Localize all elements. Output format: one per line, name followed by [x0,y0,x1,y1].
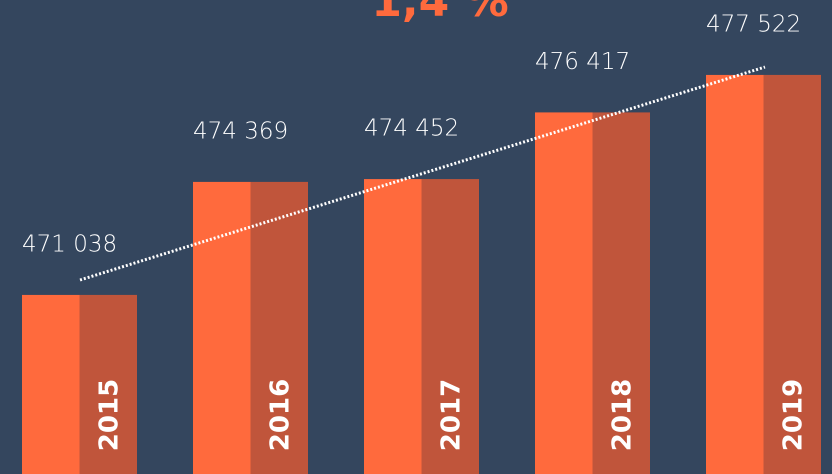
year-label: 2016 [266,379,296,451]
bar-left [22,294,80,474]
bar [706,74,821,474]
bar-left [535,112,593,474]
trend-line [79,65,766,282]
bar-right [421,179,479,474]
value-label: 474 452 [364,116,459,142]
labels: 471 038 2015 474 369 2016 474 452 2017 476 417… [22,11,809,451]
bar-left [364,179,422,474]
bar [22,294,137,474]
value-label: 471 038 [22,231,117,257]
bar-right [250,181,308,474]
bar-right [79,294,137,474]
bar-left [193,181,251,474]
bar [535,112,650,474]
value-label: 477 522 [706,11,801,37]
year-label: 2015 [95,379,125,451]
year-label: 2019 [779,379,809,451]
bar [364,179,479,474]
bar-right [763,74,821,474]
chart-title: 1,4 % [371,0,508,27]
year-label: 2018 [608,379,638,451]
value-label: 476 417 [535,49,630,75]
value-label: 474 369 [193,118,288,144]
bar-left [706,74,764,474]
year-label: 2017 [437,379,467,451]
bar-right [592,112,650,474]
